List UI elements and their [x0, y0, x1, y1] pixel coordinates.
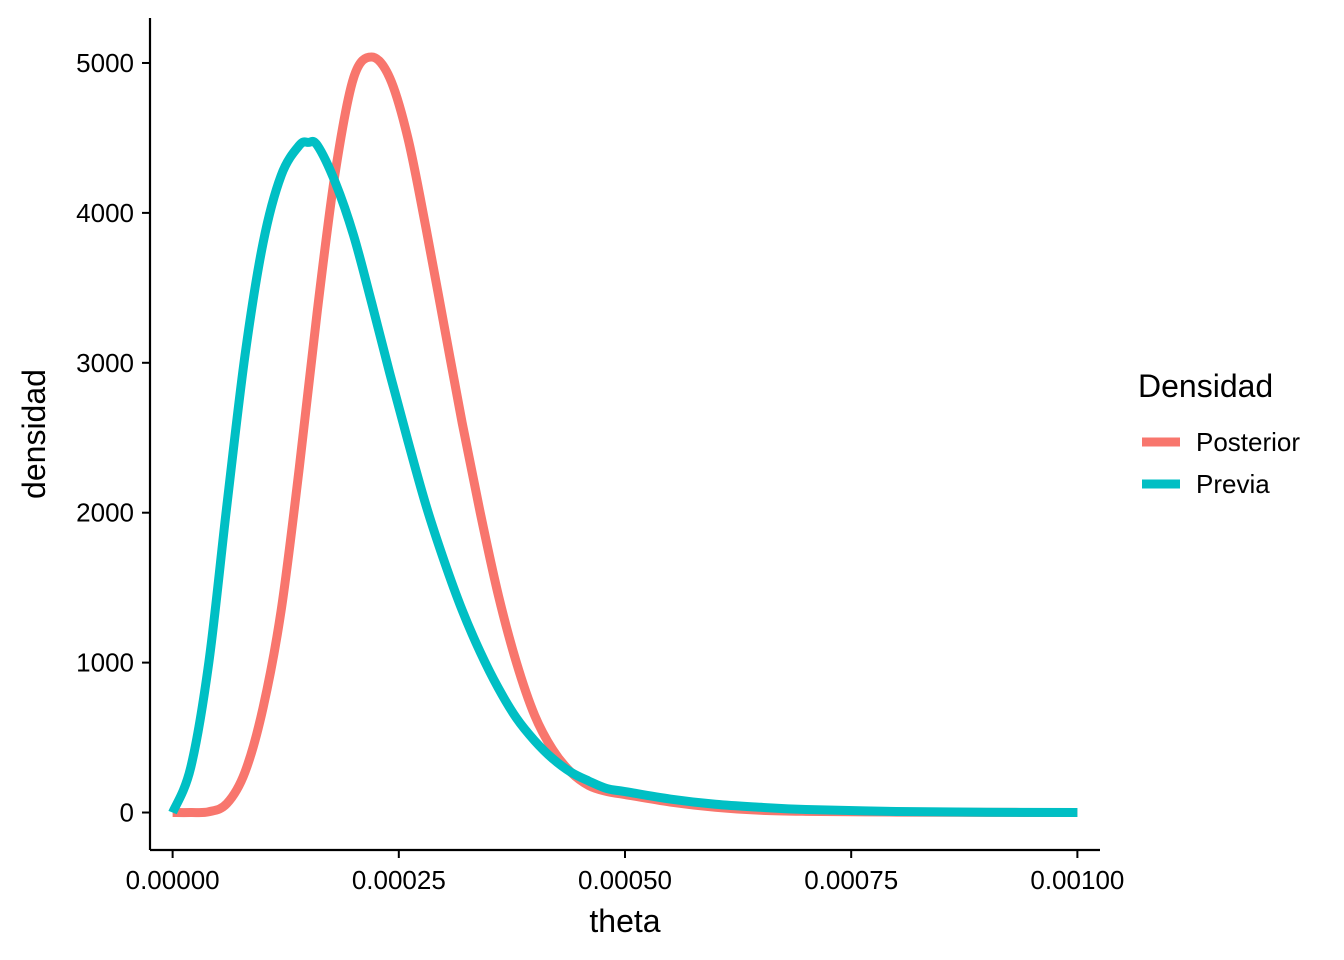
series-line-posterior	[172, 52, 1078, 818]
legend-items: Posterior Previa	[1142, 427, 1300, 499]
legend: Densidad Posterior Previa	[1138, 368, 1300, 499]
legend-title: Densidad	[1138, 368, 1273, 404]
y-tick-label: 5000	[76, 48, 134, 78]
x-tick-label: 0.00075	[804, 865, 898, 895]
series-line-previa	[168, 136, 1078, 818]
y-ticks: 0 1000 2000 3000 4000 5000	[76, 48, 150, 828]
x-tick-label: 0.00050	[578, 865, 672, 895]
legend-label-posterior: Posterior	[1196, 427, 1300, 457]
y-tick-label: 0	[120, 798, 134, 828]
x-tick-label: 0.00000	[126, 865, 220, 895]
x-ticks: 0.00000 0.00025 0.00050 0.00075 0.00100	[126, 850, 1124, 895]
x-axis-title: theta	[589, 903, 660, 939]
legend-label-previa: Previa	[1196, 469, 1270, 499]
x-tick-label: 0.00025	[352, 865, 446, 895]
plot-area	[168, 52, 1078, 818]
y-tick-label: 2000	[76, 498, 134, 528]
y-tick-label: 1000	[76, 648, 134, 678]
y-tick-label: 4000	[76, 198, 134, 228]
x-tick-label: 0.00100	[1030, 865, 1124, 895]
y-tick-label: 3000	[76, 348, 134, 378]
y-axis-title: densidad	[16, 369, 52, 499]
